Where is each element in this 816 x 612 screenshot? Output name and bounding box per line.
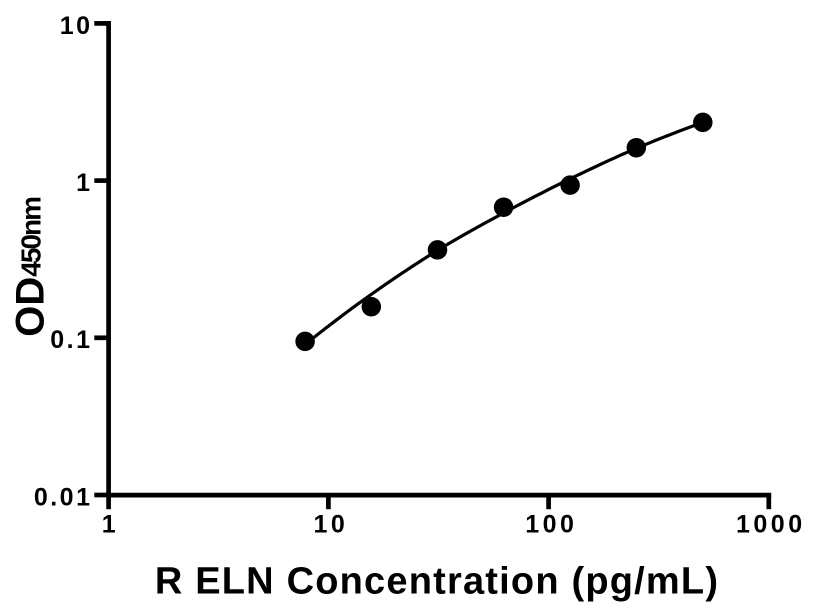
svg-text:100: 100 <box>525 511 577 539</box>
svg-text:10: 10 <box>60 12 93 40</box>
svg-text:1: 1 <box>76 169 92 197</box>
svg-text:1: 1 <box>102 511 119 539</box>
svg-text:OD450nm: OD450nm <box>8 197 52 337</box>
svg-text:1000: 1000 <box>736 511 806 539</box>
svg-text:R ELN Concentration (pg/mL): R ELN Concentration (pg/mL) <box>155 561 719 603</box>
svg-text:10: 10 <box>313 511 348 539</box>
svg-text:0.1: 0.1 <box>50 326 92 354</box>
svg-text:0.01: 0.01 <box>34 483 93 511</box>
